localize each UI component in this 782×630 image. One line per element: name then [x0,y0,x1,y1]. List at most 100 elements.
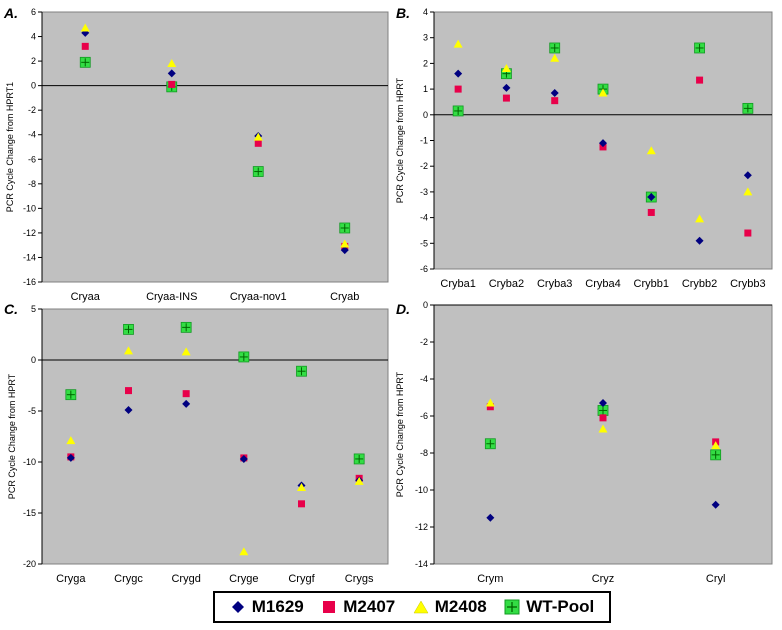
panel-a-y-tick-label: -6 [28,154,36,164]
panel-d: D. -14 -12 -10 -8 -6 -4 -2 0 PCR Cycle Change fro… [395,300,773,585]
panel-c-point-m2408 [66,436,76,445]
panel-d-y-tick-label: -10 [415,485,428,495]
panel-d-point-m2408 [711,441,721,450]
panel-c-point-m2408 [354,476,364,485]
panel-b-point-m2408 [646,146,656,155]
panel-a-point-m1629 [340,246,349,255]
panel-b-y-tick-label: -2 [420,161,428,171]
panel-a-point-m2408 [253,132,263,141]
panel-a-point-wt-pool [79,56,91,68]
panel-c-point-m2408 [239,547,249,556]
panel-d-point-m2408 [598,424,608,433]
panel-a-y-tick-label: -16 [23,277,36,287]
legend-item-m2407: M2407 [321,597,395,617]
panel-c-point-m1629 [182,399,191,408]
panel-d-point-m2407 [486,403,494,411]
panel-b-point-m1629 [695,236,704,245]
panel-b-point-m1629 [647,193,656,202]
panel-c-y-tick-label: -10 [23,457,36,467]
panel-b-y-tick-label: 2 [423,58,428,68]
panel-c-point-m1629 [239,454,248,463]
panel-c-y-tick-label: -20 [23,559,36,569]
panel-d-point-wt-pool [484,438,496,450]
legend-label-wt-pool: WT-Pool [526,597,595,616]
panel-a-y-axis-label: PCR Cycle Change from HPRT1 [5,82,15,212]
panel-b-y-tick-label: 3 [423,33,428,43]
panel-a-point-wt-pool [252,166,264,177]
panel-c-point-m1629 [124,405,133,414]
panel-b-point-m1629 [550,88,559,97]
panel-b-x-tick-label: Crybb3 [730,278,765,290]
panel-c-point-m2407 [298,500,305,508]
legend-item-wt-pool: WT-Pool [504,597,594,617]
panel-b-point-m2407 [744,229,752,237]
panel-a-point-m2407 [81,42,89,50]
panel-d-y-tick-label: -14 [415,559,428,569]
panel-b-point-m2408 [501,64,511,73]
panel-c-point-m2408 [297,483,306,491]
panel-b-point-wt-pool [452,105,464,117]
panel-c-plot-area [41,308,389,565]
panel-b-x-tick-label: Crybb2 [682,278,717,290]
panel-c-point-m2407 [182,390,190,398]
panel-b-y-tick-label: 1 [423,84,428,94]
panel-b-point-m2407 [502,94,510,102]
panel-c-x-tick-label: Cryga [56,573,86,585]
panel-b-point-m2407 [647,208,655,216]
panel-c-point-m2408 [181,347,191,356]
panel-b-x-tick-label: Crybb1 [634,278,669,290]
panel-a-x-tick-label: Cryaa-nov1 [230,291,287,303]
panel-b-point-wt-pool [694,42,705,54]
panel-a-y-tick-label: -2 [28,105,36,115]
panel-b-point-m1629 [502,83,511,92]
panel-a-y-tick-label: -10 [23,203,36,213]
panel-a: A. -16 -14 -12 -10 -8 -6 -4 -2 0 2 4 6 PCR Cycle Chan… [3,5,389,303]
panel-a-point-m2408 [80,23,90,32]
panel-a-x-tick-label: Cryab [330,291,359,303]
diamond-marker-icon [231,601,244,613]
panel-c-letter: C. [4,301,18,317]
panel-b: B. -6 -5 -4 -3 -2 -1 0 1 2 3 4 PCR Cycle Change from… [395,5,773,290]
panel-a-x-tick-label: Cryaa-INS [146,291,197,303]
panel-b-x-tick-label: Cryba4 [585,278,620,290]
panel-a-y-tick-label: 4 [31,32,36,42]
panel-d-point-wt-pool [710,449,722,461]
panel-b-y-tick-label: 0 [423,110,428,120]
panel-b-point-m2407 [454,85,462,93]
panel-b-point-m2408 [453,39,463,48]
panel-c-point-wt-pool [353,453,365,465]
panel-a-y-tick-label: 0 [31,81,36,91]
panel-b-point-m1629 [599,139,607,148]
legend-label-m2408: M2408 [434,597,487,616]
panel-b-x-tick-label: Cryba1 [440,278,475,290]
panel-a-x-tick-label: Cryaa [71,291,101,303]
panel-a-point-m2408 [340,239,350,248]
panel-b-y-tick-label: -3 [420,187,428,197]
square-marker-icon [323,601,336,613]
panel-b-point-m1629 [743,171,752,180]
panel-d-point-m1629 [486,513,495,522]
panel-c-x-tick-label: Cryge [229,573,258,585]
panel-d-plot-area [433,304,773,565]
panel-a-point-wt-pool [339,222,351,234]
panel-a-y-tick-label: -4 [28,130,36,140]
panel-a-y-tick-label: -8 [28,179,36,189]
panel-d-point-m1629 [711,500,720,509]
panel-d-point-m2408 [485,398,495,407]
panel-b-x-tick-label: Cryba3 [537,278,572,290]
panel-a-y-tick-label: -12 [23,228,36,238]
legend-item-m1629: M1629 [230,597,304,617]
panel-b-point-m2408 [695,214,705,223]
panel-b-point-wt-pool [549,42,561,54]
panel-c-x-tick-label: Crygf [288,573,315,585]
panel-d-y-tick-label: 0 [423,300,428,310]
panel-d-x-tick-label: Cryl [706,573,726,585]
panel-c-y-tick-label: -15 [23,508,36,518]
panel-b-x-tick-label: Cryba2 [489,278,524,290]
panel-d-y-tick-label: -2 [420,337,428,347]
panel-c-point-wt-pool [238,351,250,363]
panel-a-point-m2407 [168,80,176,88]
panel-c-y-tick-label: -5 [28,406,36,416]
panel-c-point-m2408 [124,346,133,355]
